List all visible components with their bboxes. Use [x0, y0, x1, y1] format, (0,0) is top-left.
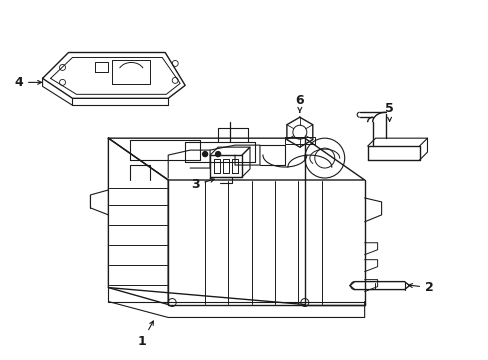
- Circle shape: [202, 152, 207, 157]
- Circle shape: [215, 152, 220, 157]
- Text: 4: 4: [14, 76, 41, 89]
- Text: 5: 5: [385, 102, 393, 121]
- Text: 6: 6: [295, 94, 304, 112]
- Text: 1: 1: [138, 321, 153, 348]
- Text: 2: 2: [407, 281, 433, 294]
- Text: 3: 3: [190, 179, 214, 192]
